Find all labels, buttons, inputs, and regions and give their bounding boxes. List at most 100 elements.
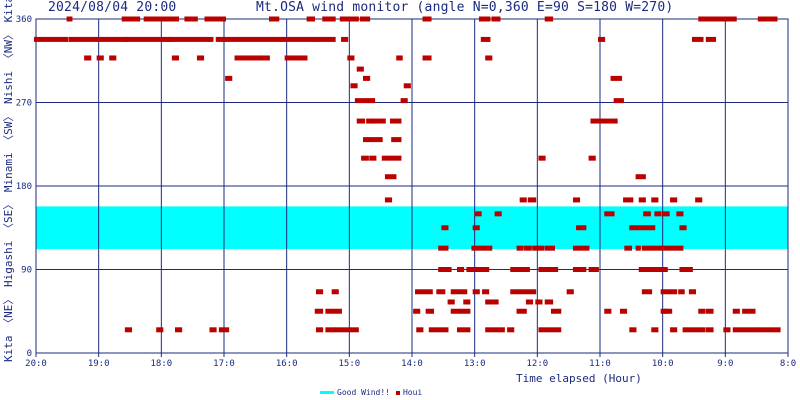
houi-point-84 xyxy=(438,245,449,251)
x-tick-label-9: 11:0 xyxy=(589,359,611,369)
houi-point-73 xyxy=(494,211,502,217)
houi-point-158 xyxy=(124,327,132,333)
houi-point-113 xyxy=(660,289,678,295)
houi-point-25 xyxy=(698,16,737,22)
houi-point-57 xyxy=(369,155,377,161)
houi-point-115 xyxy=(688,289,696,295)
houi-point-152 xyxy=(670,327,678,333)
houi-point-67 xyxy=(623,197,634,203)
houi-point-128 xyxy=(425,308,435,314)
houi-point-20 xyxy=(359,16,371,22)
houi-point-110 xyxy=(510,289,537,295)
houi-point-130 xyxy=(460,308,471,314)
houi-point-38 xyxy=(485,55,493,61)
houi-point-148 xyxy=(507,327,515,333)
houi-point-96 xyxy=(466,267,477,272)
houi-point-22 xyxy=(478,16,491,22)
houi-point-95 xyxy=(457,267,465,272)
houi-point-5 xyxy=(312,36,336,42)
houi-point-40 xyxy=(356,66,364,72)
x-tick-label-4: 16:0 xyxy=(276,359,298,369)
houi-point-18 xyxy=(322,16,336,22)
x-tick-label-12: 8:0 xyxy=(780,359,796,369)
houi-point-90 xyxy=(572,245,590,251)
houi-point-7 xyxy=(480,36,491,42)
houi-point-26 xyxy=(757,16,778,22)
houi-point-92 xyxy=(635,245,641,251)
houi-point-102 xyxy=(588,267,599,272)
houi-point-9 xyxy=(692,36,704,42)
houi-point-118 xyxy=(485,299,493,305)
houi-point-146 xyxy=(457,327,471,333)
houi-point-53 xyxy=(363,137,371,143)
houi-point-145 xyxy=(428,327,449,333)
houi-point-78 xyxy=(676,211,684,217)
houi-point-124 xyxy=(544,299,554,305)
houi-point-161 xyxy=(209,327,217,333)
houi-points xyxy=(34,16,781,333)
houi-point-63 xyxy=(384,197,393,203)
houi-point-81 xyxy=(576,225,587,231)
houi-point-107 xyxy=(450,289,468,295)
x-ticks: 20:0 19:0 18:0 17:0 16:0 15:0 14:0 13:0 12:0 11:0… xyxy=(25,353,796,369)
houi-point-62 xyxy=(635,174,646,180)
houi-point-23 xyxy=(491,16,501,22)
x-tick-label-10: 10:0 xyxy=(652,359,674,369)
houi-point-52 xyxy=(590,118,618,124)
houi-point-51 xyxy=(389,118,402,124)
houi-point-65 xyxy=(527,197,537,203)
houi-point-103 xyxy=(638,267,668,272)
houi-point-24 xyxy=(544,16,554,22)
houi-point-27 xyxy=(84,55,92,61)
houi-point-156 xyxy=(732,327,759,333)
houi-point-42 xyxy=(350,83,358,89)
houi-point-32 xyxy=(234,55,270,61)
houi-point-162 xyxy=(218,327,230,333)
x-axis-label: Time elapsed (Hour) xyxy=(516,372,642,385)
y-tick-label-3: 270 xyxy=(16,99,32,109)
houi-point-139 xyxy=(732,308,740,314)
houi-point-138 xyxy=(705,308,714,314)
houi-point-0 xyxy=(34,36,69,42)
houi-point-142 xyxy=(325,327,336,333)
houi-point-157 xyxy=(757,327,781,333)
y-tick-label-2: 180 xyxy=(16,182,32,192)
houi-point-91 xyxy=(624,245,633,251)
houi-point-2 xyxy=(124,36,171,42)
legend-good-wind-label: Good Wind!! xyxy=(337,388,390,397)
houi-point-14 xyxy=(184,16,198,22)
houi-point-36 xyxy=(396,55,403,61)
legend-good-wind-swatch xyxy=(320,391,334,394)
houi-point-133 xyxy=(604,308,612,314)
houi-point-16 xyxy=(269,16,280,22)
houi-point-86 xyxy=(516,245,524,251)
houi-point-77 xyxy=(661,211,670,217)
houi-point-17 xyxy=(306,16,315,22)
houi-point-80 xyxy=(472,225,480,231)
houi-point-116 xyxy=(316,289,324,295)
grid xyxy=(35,18,789,354)
houi-point-109 xyxy=(482,289,490,295)
houi-point-136 xyxy=(663,308,673,314)
datetime-label: 2024/08/04 20:00 xyxy=(48,0,177,15)
houi-point-58 xyxy=(381,155,402,161)
houi-point-149 xyxy=(538,327,562,333)
x-tick-label-1: 19:0 xyxy=(88,359,110,369)
houi-point-126 xyxy=(325,308,342,314)
houi-point-74 xyxy=(604,211,615,217)
houi-point-100 xyxy=(544,267,559,272)
x-tick-label-0: 20:0 xyxy=(25,359,47,369)
houi-point-122 xyxy=(525,299,534,305)
houi-point-33 xyxy=(284,55,302,61)
houi-point-43 xyxy=(403,83,411,89)
houi-point-56 xyxy=(361,155,369,161)
houi-point-131 xyxy=(516,308,527,314)
legend-houi: Houi xyxy=(395,388,422,397)
houi-point-11 xyxy=(66,16,73,22)
houi-point-105 xyxy=(415,289,433,295)
houi-point-6 xyxy=(341,36,349,42)
houi-point-137 xyxy=(698,308,706,314)
houi-point-120 xyxy=(447,299,455,305)
houi-point-72 xyxy=(474,211,482,217)
houi-point-144 xyxy=(416,327,424,333)
